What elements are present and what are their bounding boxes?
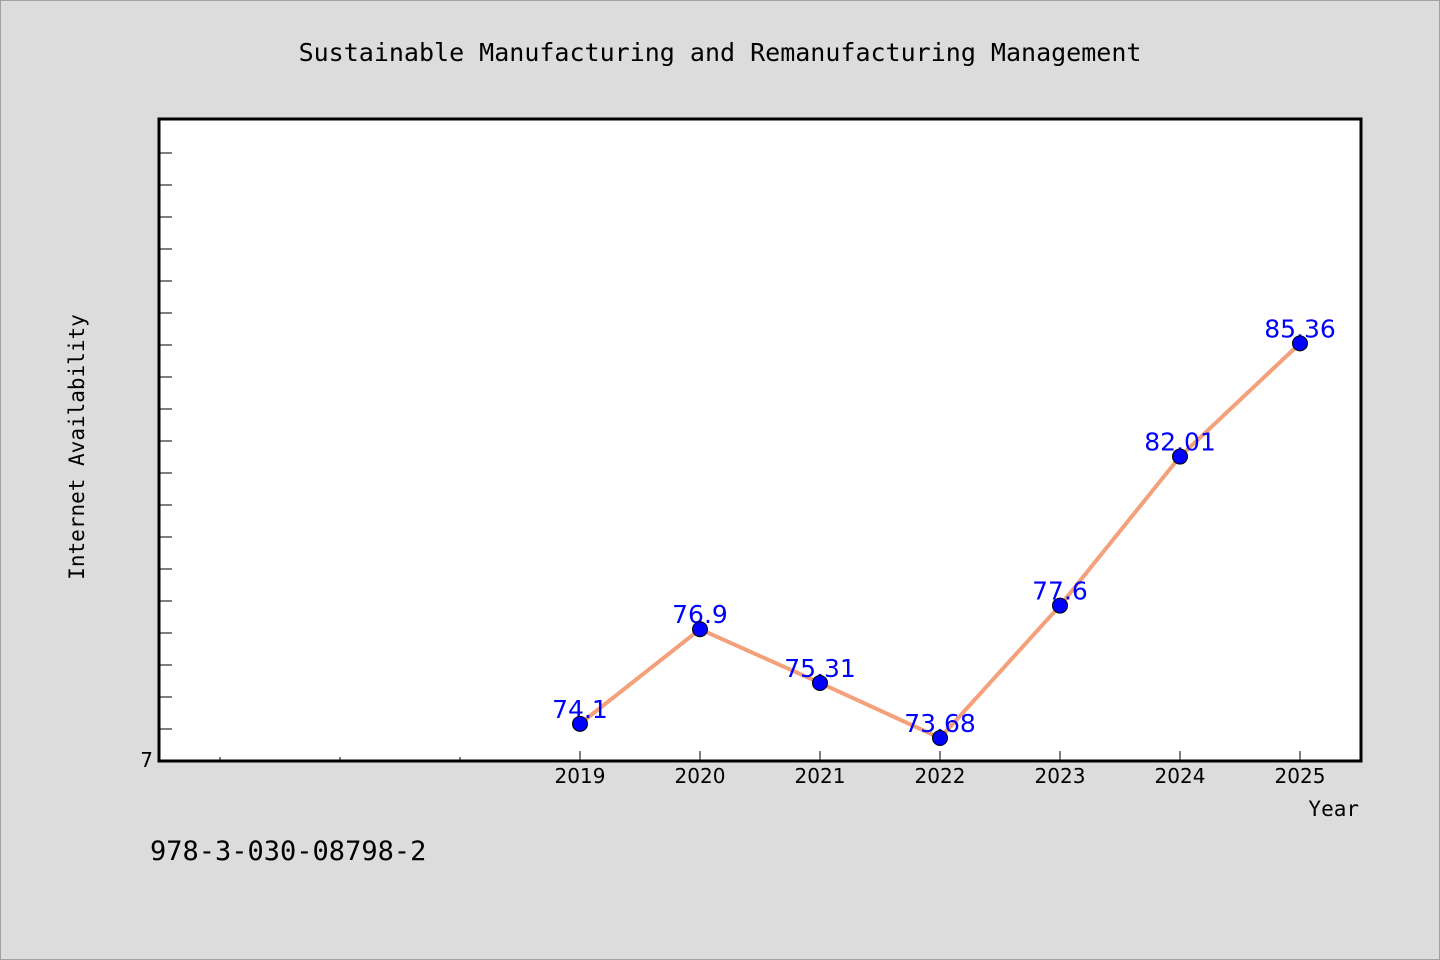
data-point: [1292, 335, 1308, 352]
x-tick-label: 2021: [795, 764, 846, 788]
x-tick-label: 2019: [555, 764, 606, 788]
x-tick-label: 2020: [675, 764, 726, 788]
isbn-footer: 978-3-030-08798-2: [150, 836, 427, 867]
y-axis-ticks: [159, 152, 172, 730]
x-axis-ticks: 2019 2020 2021 2022 2023 2024 2025: [555, 751, 1326, 788]
x-axis-minor-ticks: [219, 757, 461, 761]
data-point: [1172, 448, 1188, 465]
x-axis-label: Year: [1308, 797, 1359, 821]
x-tick-label: 2022: [915, 764, 966, 788]
chart-title: Sustainable Manufacturing and Remanufact…: [299, 38, 1142, 67]
y-axis-label: Internet Availability: [65, 314, 89, 580]
y-tick-label: 7: [140, 748, 153, 772]
x-tick-label: 2024: [1155, 764, 1206, 788]
x-tick-label: 2025: [1275, 764, 1326, 788]
data-point: [812, 674, 828, 691]
x-tick-label: 2023: [1035, 764, 1086, 788]
data-point: [1052, 597, 1068, 614]
data-point: [572, 715, 588, 732]
data-point: [932, 730, 948, 747]
data-point: [692, 621, 708, 638]
